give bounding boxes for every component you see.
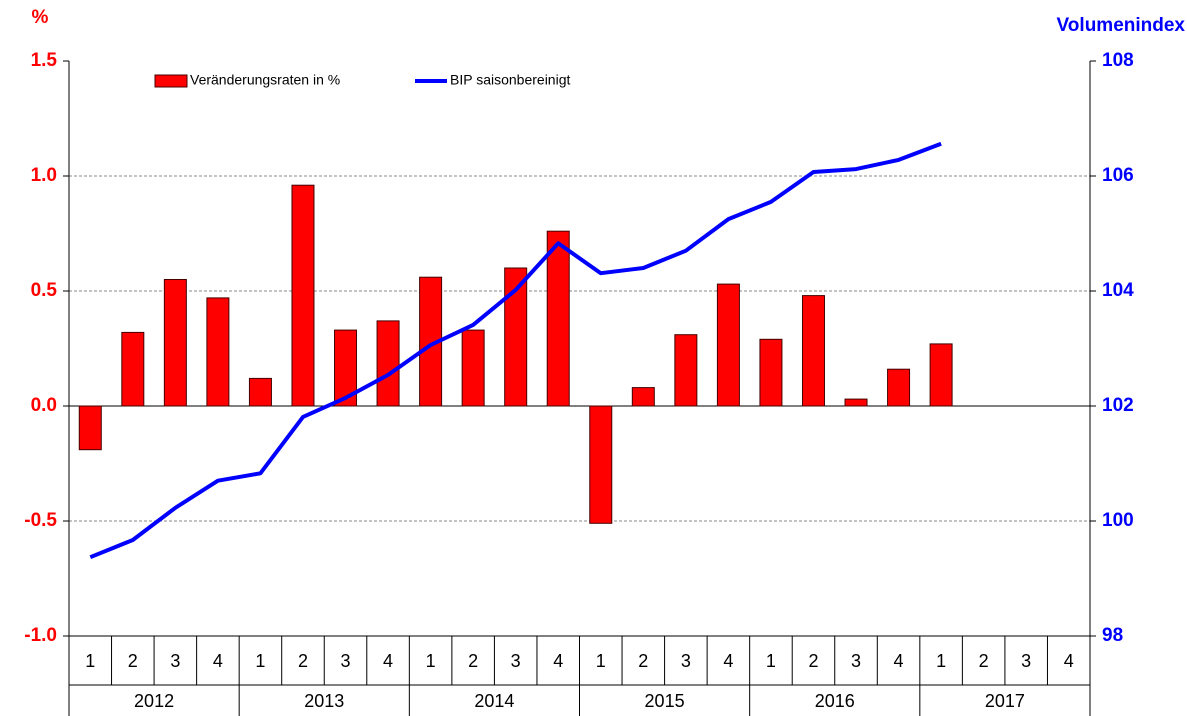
bar: [206, 297, 230, 407]
y-tick-label: -0.5: [24, 510, 57, 531]
x-tick-label: 1: [936, 651, 946, 671]
x-tick-label: 1: [766, 651, 776, 671]
x-tick-label: 3: [1021, 651, 1031, 671]
line: [89, 141, 942, 560]
x-tick-label: 1: [426, 651, 436, 671]
bar: [163, 279, 187, 407]
y2-tick-label: 108: [1102, 50, 1134, 71]
y-tick-label: 0.5: [31, 280, 58, 301]
x-tick-label: 3: [341, 651, 351, 671]
x-tick-label: 3: [511, 651, 521, 671]
bar: [929, 343, 953, 407]
x-tick-label: 2: [638, 651, 648, 671]
year-label: 2014: [474, 691, 514, 711]
bar: [78, 405, 102, 451]
y2-tick-label: 102: [1102, 395, 1134, 416]
bar: [887, 368, 911, 407]
x-tick-label: 3: [170, 651, 180, 671]
bar: [248, 377, 272, 407]
x-tick-label: 1: [255, 651, 265, 671]
y-axis-title: %: [32, 7, 49, 28]
x-tick-label: 1: [85, 651, 95, 671]
bar: [589, 405, 613, 524]
x-tick-label: 2: [128, 651, 138, 671]
year-label: 2012: [134, 691, 174, 711]
x-tick-label: 2: [808, 651, 818, 671]
bar: [716, 283, 740, 407]
y2-tick-label: 106: [1102, 165, 1134, 186]
bar: [334, 329, 358, 407]
legend-label: Veränderungsraten in %: [190, 72, 340, 88]
bar: [461, 329, 485, 407]
year-label: 2015: [645, 691, 685, 711]
year-label: 2013: [304, 691, 344, 711]
bar: [674, 334, 698, 407]
bar: [291, 184, 315, 407]
year-label: 2016: [815, 691, 855, 711]
x-tick-label: 4: [213, 651, 223, 671]
x-tick-label: 3: [851, 651, 861, 671]
bar: [844, 398, 868, 407]
bar: [759, 338, 783, 407]
x-tick-label: 4: [894, 651, 904, 671]
x-tick-label: 2: [468, 651, 478, 671]
y-tick-label: 1.0: [31, 165, 57, 186]
bar: [376, 320, 400, 407]
y-tick-label: 1.5: [31, 50, 58, 71]
x-tick-label: 2: [979, 651, 989, 671]
y2-tick-label: 98: [1102, 625, 1123, 646]
bar: [631, 387, 655, 407]
x-tick-label: 4: [1064, 651, 1074, 671]
x-tick-label: 3: [681, 651, 691, 671]
bar: [801, 295, 825, 407]
bar: [546, 230, 570, 407]
y-tick-label: -1.0: [24, 625, 57, 646]
legend-label: BIP saisonbereinigt: [450, 72, 570, 88]
year-label: 2017: [985, 691, 1025, 711]
legend-swatch: [154, 74, 188, 88]
y-tick-label: 0.0: [31, 395, 57, 416]
x-tick-label: 2: [298, 651, 308, 671]
x-tick-label: 4: [723, 651, 733, 671]
x-tick-label: 4: [553, 651, 563, 671]
y2-axis-title: Volumenindex: [1057, 15, 1186, 36]
bar: [504, 267, 528, 407]
x-tick-label: 4: [383, 651, 393, 671]
bar: [121, 331, 145, 407]
y2-tick-label: 100: [1102, 510, 1134, 531]
y2-tick-label: 104: [1102, 280, 1134, 301]
x-tick-label: 1: [596, 651, 606, 671]
